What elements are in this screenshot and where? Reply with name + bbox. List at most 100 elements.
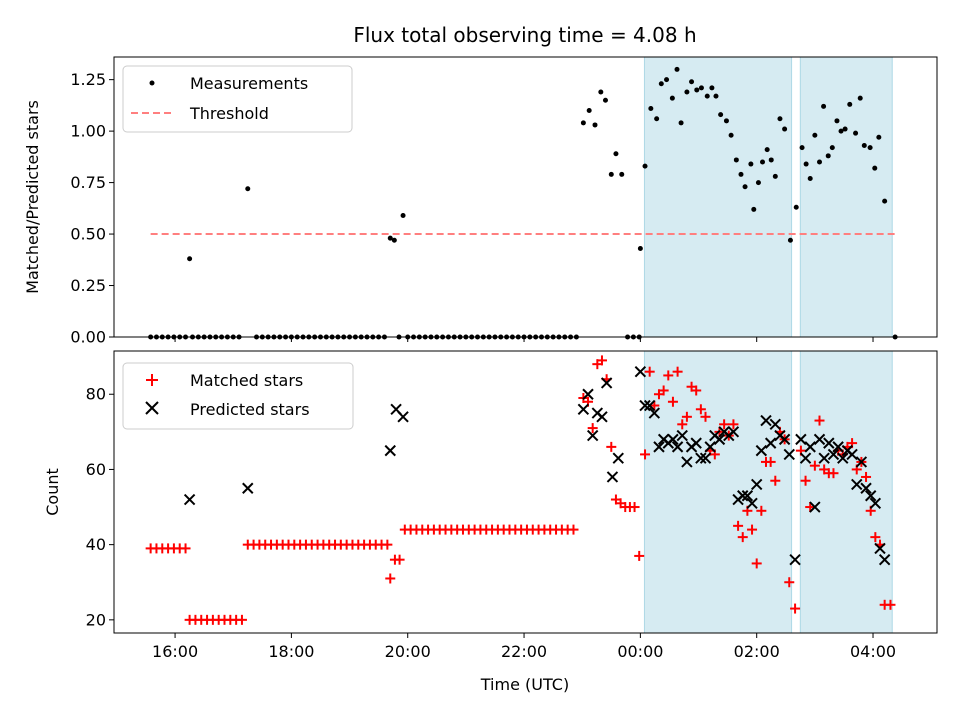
predicted-star-point: [653, 441, 665, 453]
matched-star-point: [870, 532, 881, 543]
matched-star-point: [800, 475, 811, 486]
predicted-star-point: [860, 482, 872, 494]
y-tick-label: 1.25: [70, 70, 106, 89]
measurement-point: [674, 66, 680, 72]
matched-star-point: [568, 524, 579, 535]
measurement-point: [654, 116, 660, 122]
predicted-star-point: [727, 426, 740, 438]
bottom-shaded-spans: [643, 350, 893, 634]
count-points: [145, 355, 896, 625]
predicted-star-point: [874, 542, 886, 555]
matched-star-point: [765, 456, 776, 467]
matched-star-point: [700, 411, 711, 422]
predicted-star-point: [823, 437, 835, 449]
measurement-point: [838, 128, 844, 134]
x-tick-label: 20:00: [385, 642, 431, 661]
x-tick-label: 18:00: [268, 642, 314, 661]
predicted-star-point: [741, 490, 754, 502]
measurement-point: [882, 198, 888, 204]
predicted-star-point: [783, 448, 795, 461]
bottom-y-ticks: 20 40 60 80: [86, 385, 114, 629]
measurement-point: [713, 93, 719, 99]
measurement-point: [400, 213, 406, 219]
predicted-star-point: [855, 456, 868, 468]
matched-star-point: [640, 449, 651, 460]
predicted-star-point: [577, 403, 590, 415]
measurement-point: [799, 145, 805, 151]
legend-matched-label: Matched stars: [190, 371, 303, 390]
top-shaded-spans: [643, 56, 893, 338]
predicted-star-point: [586, 429, 599, 442]
legend-predicted-marker: [145, 401, 159, 415]
measurement-point: [764, 147, 770, 153]
matched-star-point: [663, 370, 674, 381]
predicted-star-point: [183, 493, 196, 506]
matched-star-point: [737, 532, 748, 543]
predicted-star-point: [755, 444, 768, 457]
y-tick-label: 0.50: [70, 225, 106, 244]
predicted-star-point: [804, 441, 816, 453]
predicted-star-point: [634, 365, 647, 378]
measurement-point: [704, 93, 710, 99]
matched-star-point: [382, 539, 393, 550]
measurement-point: [787, 237, 793, 243]
predicted-star-point: [695, 452, 707, 464]
predicted-star-point: [671, 441, 684, 453]
matched-star-point: [733, 520, 744, 531]
x-tick-label: 22:00: [501, 642, 547, 661]
measurement-point: [817, 159, 823, 165]
bottom-panel: 20 40 60 80 16:00 18:00 20:00 22:00 00:00 02:00 0…: [43, 350, 938, 694]
predicted-star-point: [769, 418, 782, 431]
predicted-star-point: [760, 414, 772, 427]
measurement-point: [664, 77, 670, 83]
predicted-star-point: [713, 433, 726, 446]
predicted-star-point: [878, 553, 891, 566]
measurement-point: [723, 118, 729, 124]
matched-star-point: [784, 577, 795, 588]
bottom-axes-frame: [113, 350, 938, 634]
x-axis-label: Time (UTC): [480, 675, 569, 694]
measurement-point: [709, 85, 715, 91]
measurement-point: [728, 132, 734, 138]
predicted-star-point: [606, 471, 619, 483]
measurement-point: [608, 171, 614, 177]
measurement-point: [793, 204, 799, 210]
measurement-point: [586, 108, 592, 114]
observing-span-1: [799, 56, 893, 338]
legend-measurements-marker: [149, 80, 155, 86]
bottom-legend-box: [122, 362, 354, 430]
matched-star-point: [634, 550, 645, 561]
y-tick-label: 20: [86, 610, 106, 629]
measurement-point: [803, 161, 809, 167]
matched-star-point: [814, 415, 825, 426]
measurement-point: [847, 101, 853, 107]
matched-star-point: [658, 385, 669, 396]
matched-star-point: [809, 460, 820, 471]
y-tick-label: 0.75: [70, 173, 106, 192]
predicted-star-point: [869, 497, 882, 509]
matched-star-point: [587, 423, 598, 434]
matched-star-point: [394, 554, 405, 565]
matched-star-point: [770, 475, 781, 486]
matched-star-point: [596, 355, 607, 366]
matched-star-point: [885, 599, 896, 610]
x-tick-label: 02:00: [734, 642, 780, 661]
predicted-star-point: [612, 452, 624, 464]
measurement-point: [619, 171, 625, 177]
matched-star-point: [790, 603, 801, 614]
measurement-point: [642, 163, 648, 169]
measurement-point: [684, 89, 690, 95]
predicted-star-point: [778, 433, 791, 446]
measurement-point: [598, 89, 604, 95]
measurement-point: [821, 103, 827, 109]
matched-star-point: [695, 404, 706, 415]
measurement-point: [738, 171, 744, 177]
matched-star-point: [180, 543, 191, 554]
measurement-point: [812, 132, 818, 138]
measurement-point: [782, 126, 788, 132]
matched-star-point: [236, 614, 247, 625]
matched-star-point: [861, 471, 872, 482]
measurement-point: [857, 95, 863, 101]
y-tick-label: 60: [86, 460, 106, 479]
measurement-point: [872, 165, 878, 171]
